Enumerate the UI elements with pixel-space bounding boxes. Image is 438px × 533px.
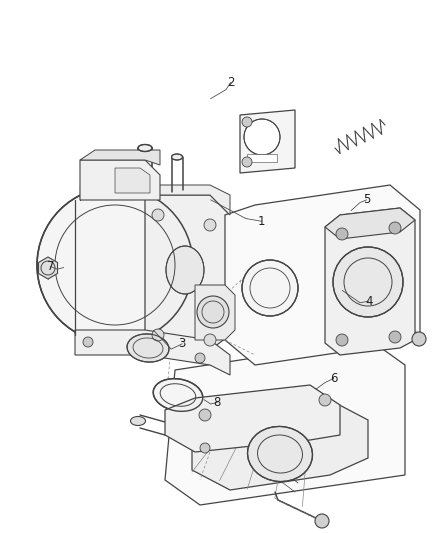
Polygon shape [39, 257, 57, 279]
Ellipse shape [127, 334, 169, 362]
Circle shape [152, 209, 164, 221]
Text: 7: 7 [46, 260, 54, 273]
Polygon shape [80, 150, 159, 165]
Polygon shape [191, 400, 367, 490]
Circle shape [314, 514, 328, 528]
Circle shape [244, 119, 279, 155]
Text: 8: 8 [213, 396, 220, 409]
Polygon shape [324, 208, 414, 239]
Polygon shape [194, 285, 234, 340]
Circle shape [37, 187, 193, 343]
Polygon shape [247, 154, 276, 162]
Polygon shape [80, 160, 159, 200]
Polygon shape [165, 340, 404, 505]
Circle shape [335, 334, 347, 346]
Polygon shape [165, 385, 339, 452]
Circle shape [204, 334, 215, 346]
Text: 3: 3 [178, 337, 185, 350]
Polygon shape [115, 168, 150, 193]
Circle shape [411, 332, 425, 346]
Circle shape [152, 329, 164, 341]
Polygon shape [225, 185, 419, 365]
Circle shape [318, 394, 330, 406]
Polygon shape [145, 195, 230, 350]
Circle shape [194, 353, 205, 363]
Ellipse shape [171, 154, 182, 160]
Circle shape [241, 157, 251, 167]
Ellipse shape [166, 246, 204, 294]
Polygon shape [324, 208, 414, 355]
Text: 2: 2 [226, 76, 234, 89]
Circle shape [241, 117, 251, 127]
Circle shape [388, 331, 400, 343]
Circle shape [204, 219, 215, 231]
Circle shape [335, 228, 347, 240]
Circle shape [83, 337, 93, 347]
Circle shape [200, 443, 209, 453]
Polygon shape [75, 330, 230, 375]
Polygon shape [240, 110, 294, 173]
Ellipse shape [153, 378, 202, 411]
Circle shape [332, 247, 402, 317]
Ellipse shape [130, 416, 145, 425]
Circle shape [198, 409, 211, 421]
Text: 1: 1 [257, 215, 265, 228]
Circle shape [241, 260, 297, 316]
Ellipse shape [247, 426, 312, 481]
Ellipse shape [138, 144, 152, 151]
Text: 4: 4 [364, 295, 372, 308]
Circle shape [197, 296, 229, 328]
Text: 6: 6 [329, 372, 337, 385]
Polygon shape [115, 185, 230, 215]
Text: 5: 5 [362, 193, 369, 206]
Circle shape [388, 222, 400, 234]
